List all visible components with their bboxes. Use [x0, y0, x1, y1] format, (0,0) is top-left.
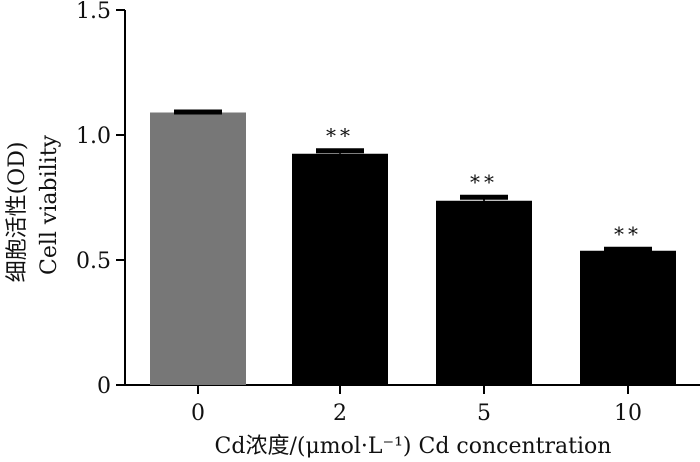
- y-tick-label: 1.5: [76, 0, 111, 24]
- plot-area: 0 0.5 1.0 1.5 0 2 ** 5 ** 10 **: [76, 0, 700, 426]
- bar-5: [436, 200, 532, 385]
- y-tick-label: 0.5: [76, 249, 111, 274]
- y-tick-label: 0: [97, 374, 111, 399]
- error-cap-10: [604, 246, 652, 252]
- x-tick-label: 10: [614, 401, 642, 426]
- bar-0: [150, 112, 246, 385]
- x-tick-label: 0: [191, 401, 205, 426]
- x-axis-label: Cd浓度/(μmol·L⁻¹) Cd concentration: [215, 434, 612, 459]
- significance-mark: **: [614, 222, 642, 246]
- x-tick-label: 2: [333, 401, 347, 426]
- significance-mark: **: [326, 123, 354, 147]
- significance-mark: **: [470, 170, 498, 194]
- x-tick-label: 5: [477, 401, 491, 426]
- y-tick-label: 1.0: [76, 124, 111, 149]
- y-axis-label-chinese: 细胞活性(OD): [5, 142, 30, 283]
- bar-10: [580, 250, 676, 385]
- error-cap-2: [316, 148, 364, 154]
- y-axis-label-english: Cell viability: [37, 134, 62, 275]
- error-cap-5: [460, 194, 508, 200]
- error-cap-0: [174, 109, 222, 115]
- bar-2: [292, 153, 388, 385]
